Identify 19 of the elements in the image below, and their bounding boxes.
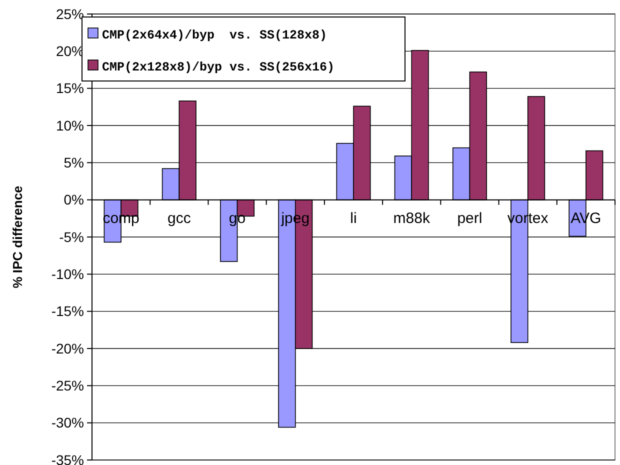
y-tick-label: -30% [51, 414, 84, 431]
legend-label: CMP(2x64x4)/byp vs. SS(128x8) [102, 28, 328, 42]
y-tick-label: -25% [51, 378, 84, 394]
y-tick-label: 0% [64, 192, 84, 208]
y-tick-label: -20% [51, 340, 84, 356]
y-tick-label: -5% [59, 228, 84, 245]
x-tick-label: m88k [393, 210, 430, 227]
y-tick-label: 25% [56, 6, 84, 22]
y-tick-label: -10% [51, 266, 84, 282]
y-axis-title: % IPC difference [10, 186, 25, 288]
x-tick-label: gcc [167, 210, 192, 227]
legend-label: CMP(2x128x8)/byp vs. SS(256x16) [102, 60, 335, 74]
y-tick-label: 10% [56, 117, 84, 134]
y-tick-label: -15% [51, 303, 84, 320]
y-tick-label: -35% [51, 452, 84, 465]
y-tick-label: 5% [64, 154, 84, 171]
x-tick-label: perl [457, 210, 482, 227]
y-tick-label: 15% [56, 80, 84, 96]
x-tick-label: li [350, 210, 357, 227]
